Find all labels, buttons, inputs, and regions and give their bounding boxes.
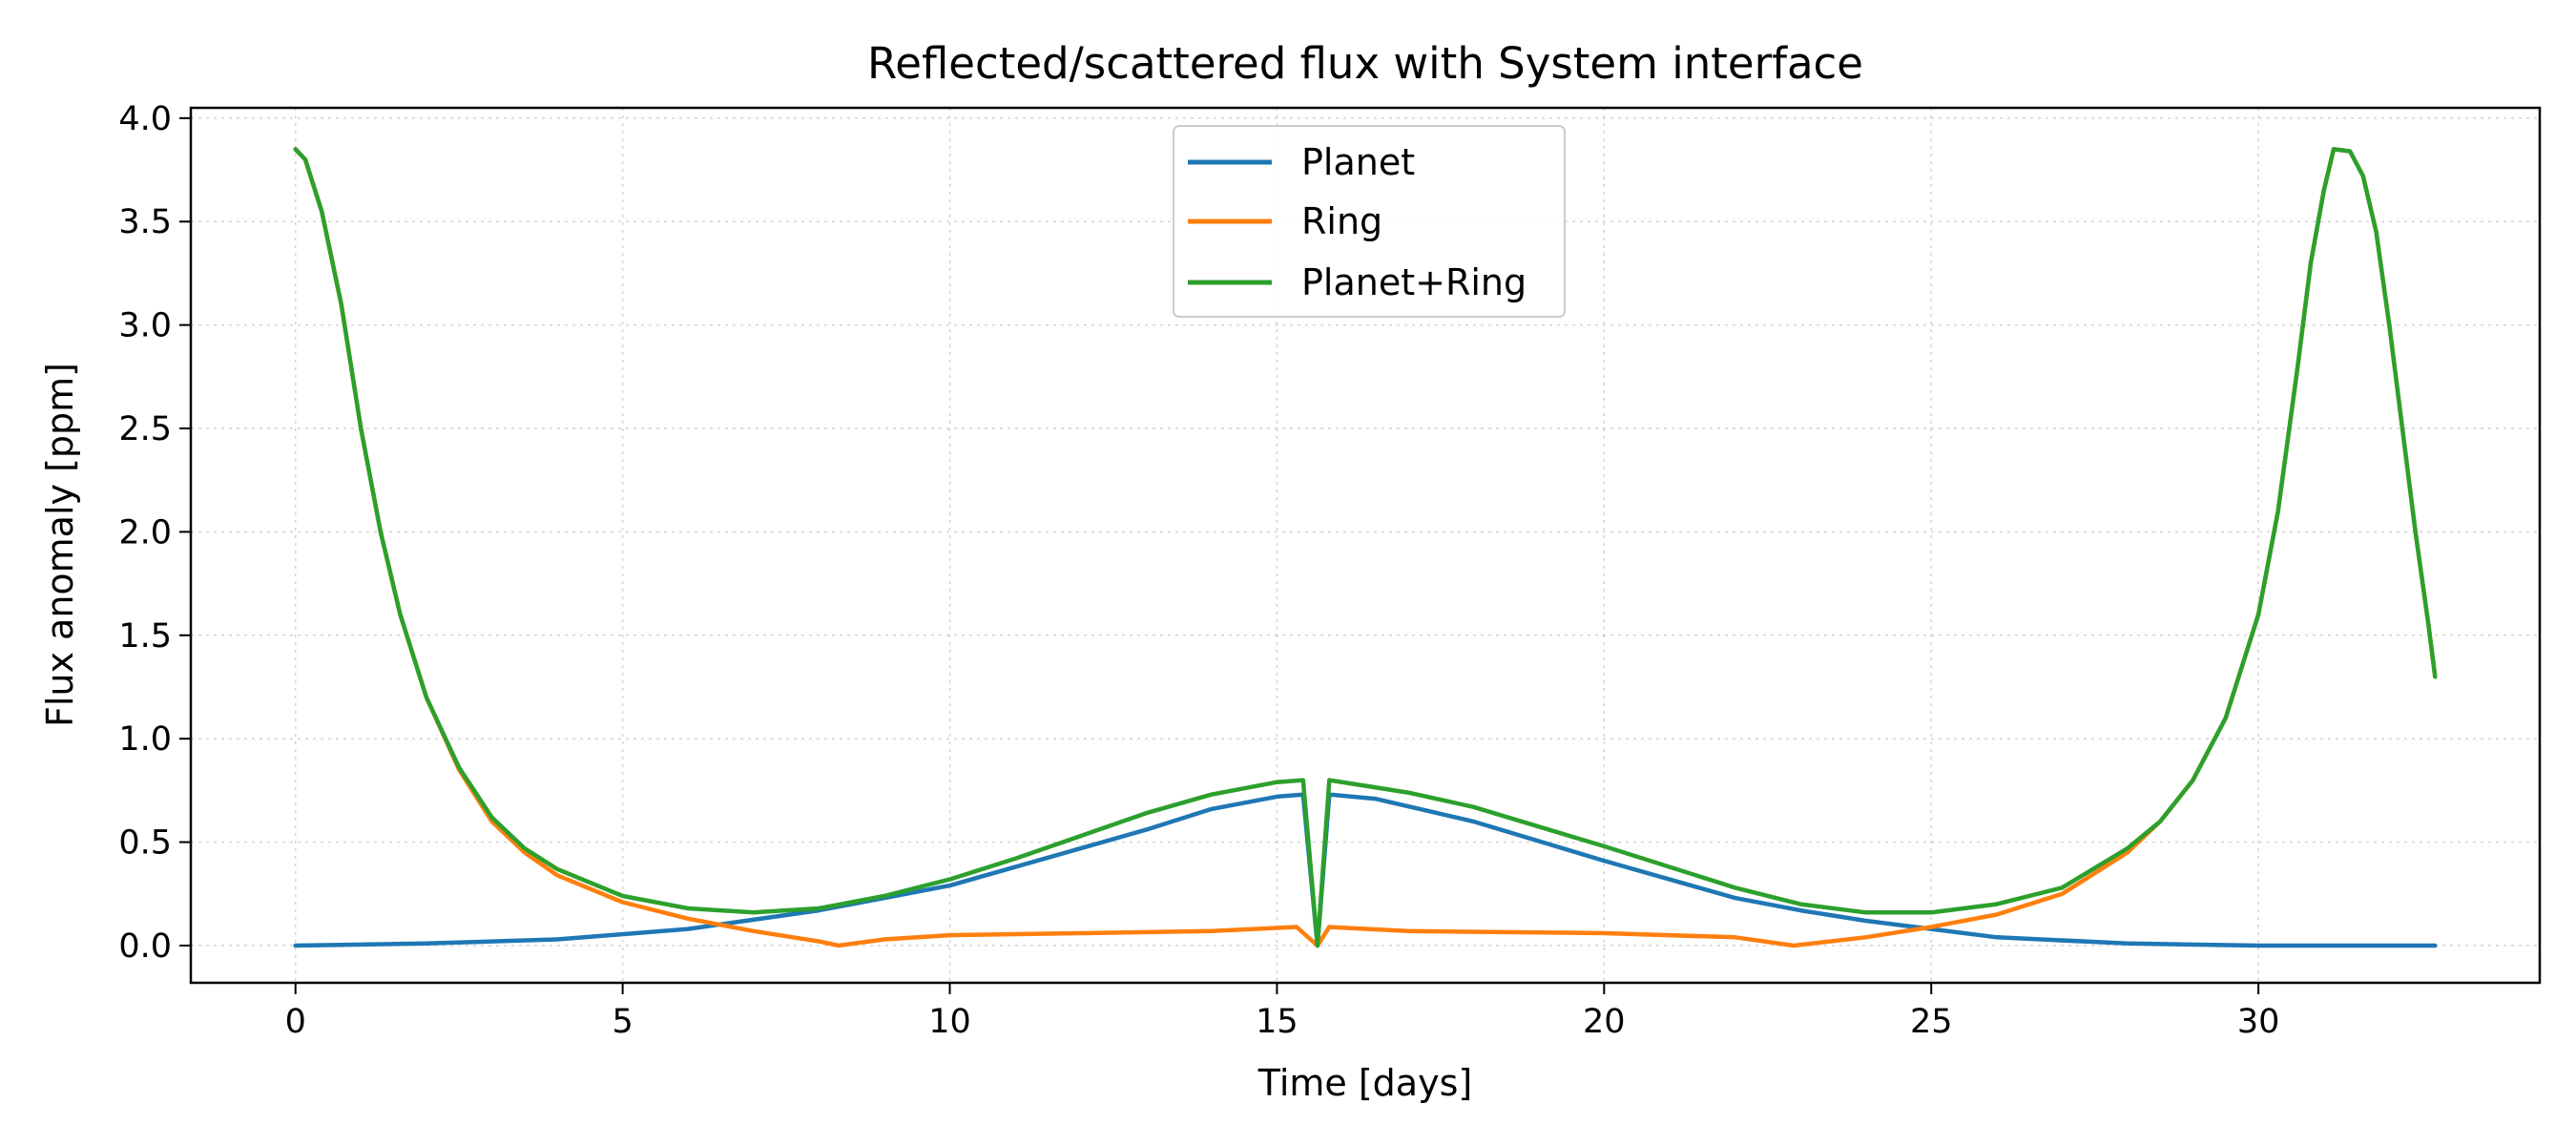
y-tick-label: 0.5: [118, 824, 172, 863]
x-tick-label: 20: [1583, 1003, 1626, 1041]
legend-label-ring: Ring: [1301, 200, 1382, 242]
y-tick-label: 3.0: [118, 307, 172, 345]
y-tick-label: 1.5: [118, 617, 172, 656]
x-tick-label: 15: [1256, 1003, 1298, 1041]
x-tick-label: 25: [1910, 1003, 1953, 1041]
y-tick-label: 3.5: [118, 203, 172, 241]
y-tick-label: 4.0: [118, 100, 172, 138]
y-tick-label: 0.0: [118, 927, 172, 966]
x-tick-label: 30: [2237, 1003, 2280, 1041]
y-tick-label: 2.5: [118, 410, 172, 448]
series-layer: [293, 147, 2438, 948]
legend: Planet Ring Planet+Ring: [1173, 125, 1566, 318]
ticks: 0 5 10 15 20 25 30 0.0 0.5 1.0 1.5 2.0 2.5 3.0 3.5 4.0: [118, 100, 2279, 1041]
plot-frame: [189, 106, 2542, 985]
legend-box: [1173, 125, 1566, 318]
legend-label-planet: Planet: [1301, 141, 1415, 183]
y-axis-label: Flux anomaly [ppm]: [39, 363, 81, 727]
y-tick-label: 1.0: [118, 720, 172, 759]
x-tick-label: 5: [612, 1003, 633, 1041]
legend-label-planet-ring: Planet+Ring: [1301, 261, 1527, 303]
x-axis-label: Time [days]: [1257, 1062, 1472, 1104]
x-tick-label: 0: [285, 1003, 306, 1041]
y-tick-label: 2.0: [118, 513, 172, 552]
series-line-planet-ring: [293, 147, 2438, 948]
chart-title: Reflected/scattered flux with System int…: [867, 38, 1863, 89]
x-tick-label: 10: [928, 1003, 971, 1041]
